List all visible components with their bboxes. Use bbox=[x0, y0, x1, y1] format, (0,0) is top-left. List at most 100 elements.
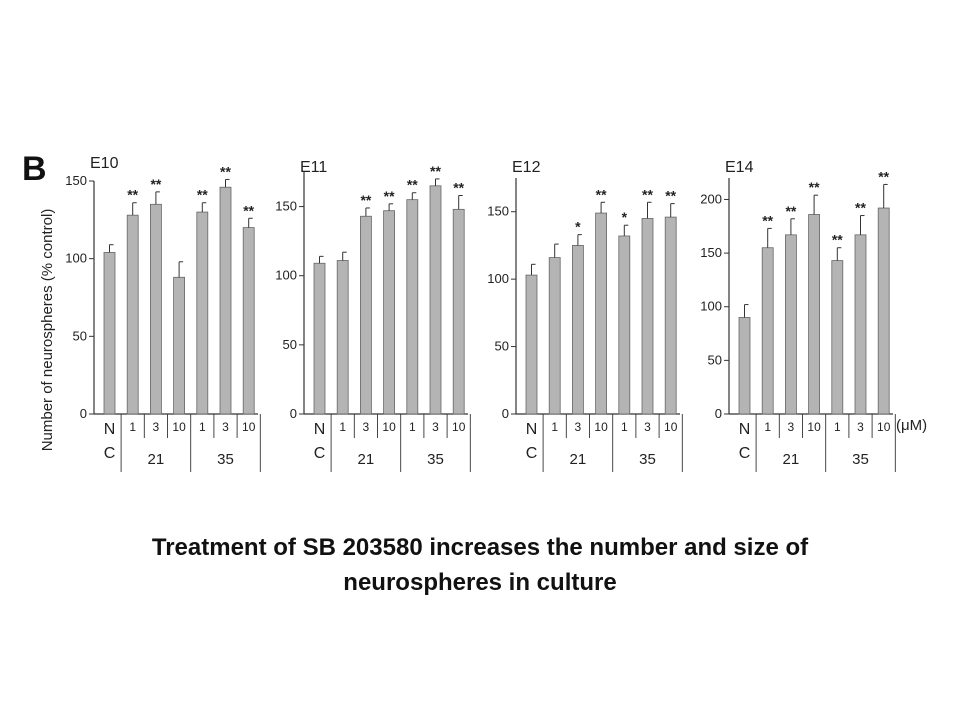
control-label-c: C bbox=[739, 445, 751, 462]
y-tick-label: 100 bbox=[700, 299, 722, 314]
significance-label: ** bbox=[243, 202, 254, 218]
bar bbox=[761, 247, 774, 415]
control-label-c: C bbox=[526, 445, 538, 462]
control-label-c: C bbox=[104, 445, 116, 462]
group-label: 35 bbox=[217, 451, 234, 468]
bar bbox=[173, 276, 186, 415]
bar bbox=[149, 203, 162, 415]
significance-label: ** bbox=[665, 188, 676, 204]
dose-label: 10 bbox=[877, 420, 891, 434]
group-label: 21 bbox=[783, 451, 800, 468]
y-tick-label: 0 bbox=[502, 406, 509, 421]
bar bbox=[831, 260, 844, 415]
y-tick-label: 50 bbox=[73, 328, 87, 343]
significance-label: ** bbox=[127, 187, 138, 203]
caption-line-1: Treatment of SB 203580 increases the num… bbox=[151, 534, 809, 561]
bar bbox=[854, 234, 867, 415]
significance-label: ** bbox=[785, 203, 796, 219]
significance-label: ** bbox=[809, 179, 820, 195]
group-label: 21 bbox=[358, 451, 375, 468]
y-tick-label: 50 bbox=[283, 337, 297, 352]
bar bbox=[595, 212, 607, 415]
panel-letter: B bbox=[22, 150, 47, 188]
dose-label: 3 bbox=[432, 420, 439, 434]
bar bbox=[429, 185, 442, 415]
dose-label: 1 bbox=[621, 420, 628, 434]
significance-label: ** bbox=[407, 177, 418, 193]
y-tick-label: 150 bbox=[275, 199, 297, 214]
group-label: 35 bbox=[427, 451, 444, 468]
bar bbox=[525, 274, 538, 415]
bar bbox=[242, 227, 255, 415]
dose-label: 3 bbox=[857, 420, 864, 434]
group-label: 21 bbox=[148, 451, 165, 468]
bar bbox=[336, 260, 349, 415]
dose-label: 3 bbox=[153, 420, 160, 434]
significance-label: ** bbox=[878, 168, 889, 184]
y-tick-label: 0 bbox=[715, 406, 722, 421]
bar bbox=[664, 216, 677, 415]
bar bbox=[572, 245, 584, 415]
dose-label: 3 bbox=[788, 420, 795, 434]
bar bbox=[618, 235, 631, 415]
dose-label: 10 bbox=[664, 420, 678, 434]
bar bbox=[877, 207, 890, 415]
dose-label: 1 bbox=[551, 420, 558, 434]
significance-label: ** bbox=[220, 163, 231, 179]
panel-title: E12 bbox=[512, 159, 541, 176]
bar bbox=[126, 214, 139, 415]
dose-label: 10 bbox=[807, 420, 821, 434]
significance-label: * bbox=[575, 219, 581, 235]
bar bbox=[103, 252, 116, 415]
bar bbox=[359, 215, 372, 415]
bar bbox=[548, 257, 561, 415]
significance-label: ** bbox=[430, 163, 441, 179]
y-tick-label: 150 bbox=[487, 204, 509, 219]
y-tick-label: 100 bbox=[487, 271, 509, 286]
panel-title: E10 bbox=[90, 155, 119, 172]
y-tick-label: 150 bbox=[65, 173, 87, 188]
significance-label: ** bbox=[197, 187, 208, 203]
dose-label: 3 bbox=[644, 420, 651, 434]
bar bbox=[808, 214, 820, 415]
group-label: 35 bbox=[852, 451, 869, 468]
panel-title: E11 bbox=[300, 159, 327, 176]
bar bbox=[785, 234, 797, 415]
caption-line-2: neurospheres in culture bbox=[343, 569, 617, 596]
dose-label: 3 bbox=[575, 420, 582, 434]
bar bbox=[738, 317, 751, 415]
dose-label: 10 bbox=[242, 420, 256, 434]
bar bbox=[452, 208, 465, 415]
bar bbox=[383, 210, 396, 415]
control-label-c: C bbox=[314, 445, 326, 462]
significance-label: ** bbox=[150, 176, 161, 192]
group-label: 21 bbox=[570, 451, 587, 468]
control-label-n: N bbox=[526, 421, 538, 438]
dose-label: 10 bbox=[382, 420, 396, 434]
unit-label: (μM) bbox=[896, 417, 927, 434]
dose-label: 10 bbox=[172, 420, 186, 434]
dose-label: 10 bbox=[594, 420, 608, 434]
control-label-n: N bbox=[739, 421, 751, 438]
significance-label: * bbox=[622, 209, 628, 225]
dose-label: 3 bbox=[363, 420, 370, 434]
bar bbox=[196, 211, 209, 415]
caption: Treatment of SB 203580 increases the num… bbox=[80, 530, 880, 600]
y-tick-label: 50 bbox=[495, 339, 509, 354]
significance-label: ** bbox=[453, 180, 464, 196]
dose-label: 1 bbox=[764, 420, 771, 434]
dose-label: 1 bbox=[834, 420, 841, 434]
dose-label: 1 bbox=[199, 420, 206, 434]
significance-label: ** bbox=[384, 188, 395, 204]
dose-label: 10 bbox=[452, 420, 466, 434]
y-tick-label: 100 bbox=[275, 268, 297, 283]
panel-title: E14 bbox=[725, 159, 754, 176]
bar bbox=[641, 218, 654, 415]
dose-label: 1 bbox=[409, 420, 416, 434]
significance-label: ** bbox=[596, 186, 607, 202]
